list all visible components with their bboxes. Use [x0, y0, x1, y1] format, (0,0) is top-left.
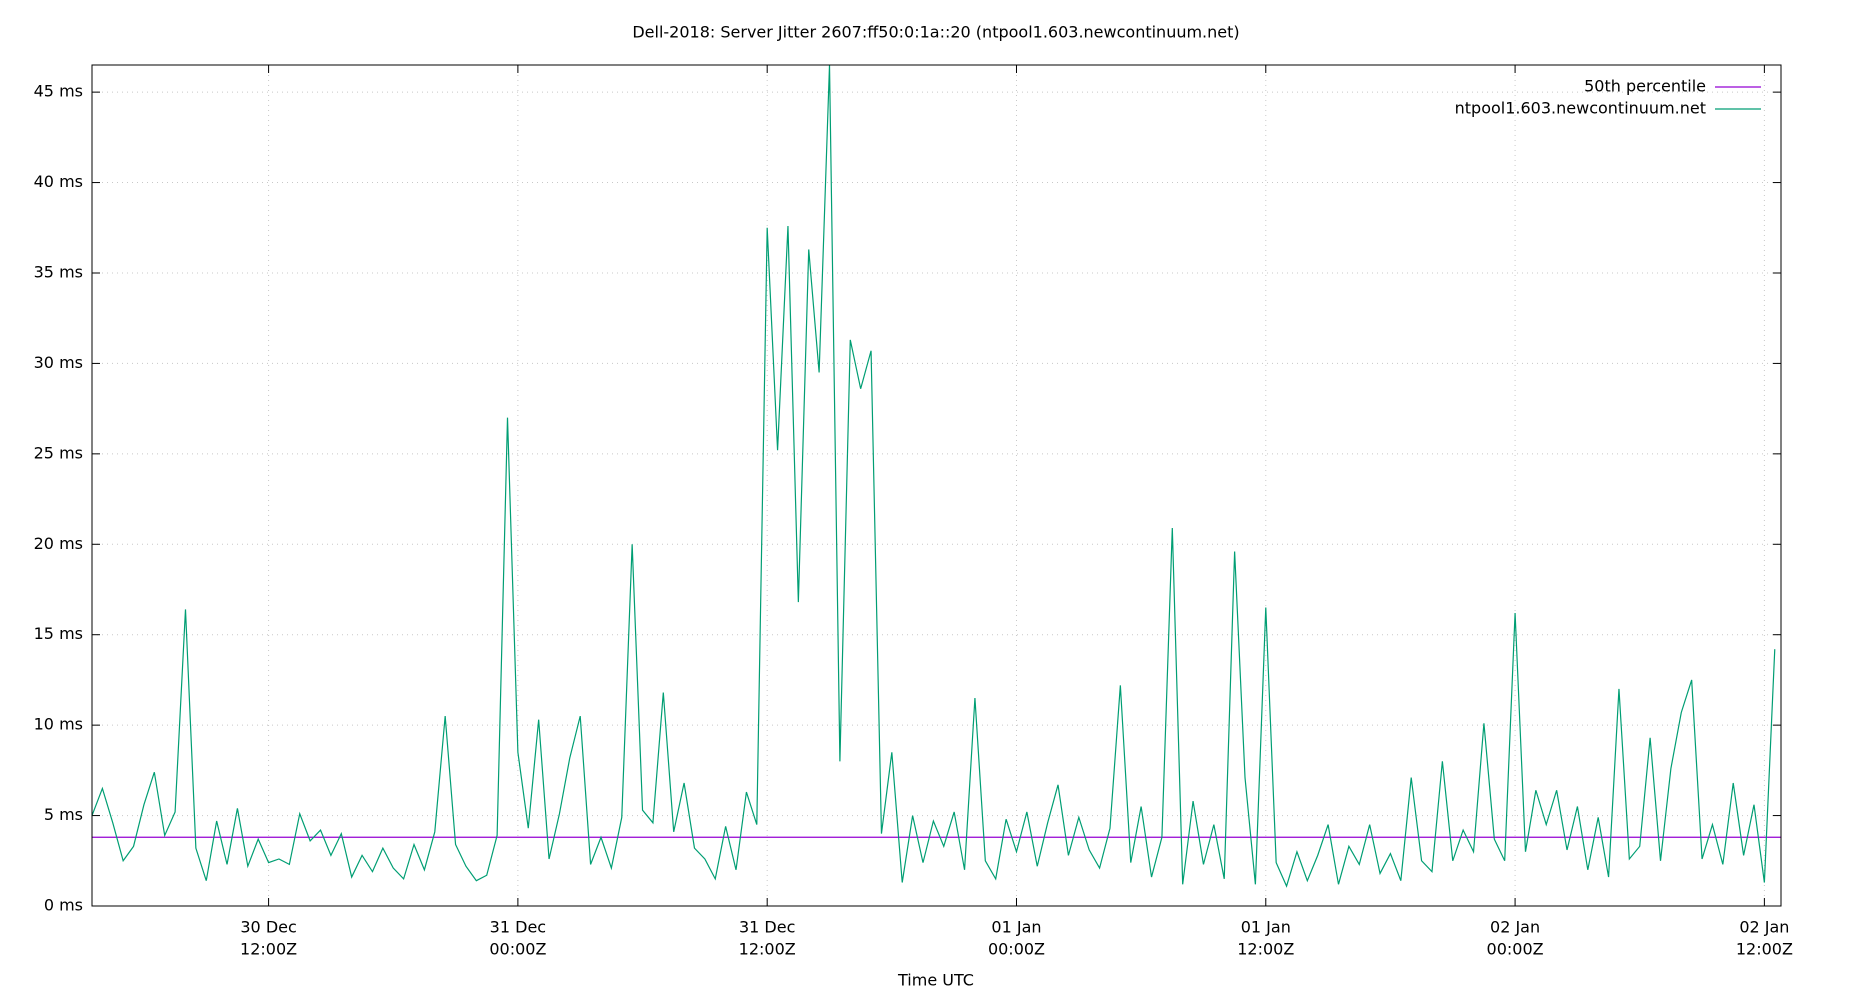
x-tick-label: 02 Jan — [1490, 918, 1540, 937]
y-tick-label: 0 ms — [44, 896, 83, 915]
legend-label: ntpool1.603.newcontinuum.net — [1455, 99, 1706, 118]
x-tick-label: 00:00Z — [988, 940, 1045, 959]
x-tick-label: 12:00Z — [739, 940, 796, 959]
y-tick-label: 35 ms — [34, 262, 83, 281]
x-tick-label: 31 Dec — [490, 918, 546, 937]
y-tick-label: 10 ms — [34, 715, 83, 734]
y-tick-label: 45 ms — [34, 82, 83, 101]
x-tick-label: 12:00Z — [240, 940, 297, 959]
y-tick-label: 15 ms — [34, 624, 83, 643]
plot-frame — [91, 64, 1782, 907]
x-tick-label: 02 Jan — [1739, 918, 1789, 937]
x-tick-label: 31 Dec — [739, 918, 795, 937]
x-tick-label: 01 Jan — [1241, 918, 1291, 937]
y-tick-label: 40 ms — [34, 172, 83, 191]
x-tick-label: 00:00Z — [489, 940, 546, 959]
x-tick-label: 12:00Z — [1237, 940, 1294, 959]
series-line — [92, 65, 1776, 888]
y-tick-label: 30 ms — [34, 353, 83, 372]
x-tick-label: 00:00Z — [1487, 940, 1544, 959]
x-tick-label: 30 Dec — [240, 918, 296, 937]
x-tick-label: 12:00Z — [1736, 940, 1793, 959]
y-tick-label: 20 ms — [34, 534, 83, 553]
y-tick-label: 25 ms — [34, 443, 83, 462]
y-tick-label: 5 ms — [44, 805, 83, 824]
legend-label: 50th percentile — [1584, 77, 1706, 96]
x-axis-label: Time UTC — [897, 971, 974, 990]
x-tick-label: 01 Jan — [991, 918, 1041, 937]
chart-title: Dell-2018: Server Jitter 2607:ff50:0:1a:… — [632, 23, 1239, 42]
